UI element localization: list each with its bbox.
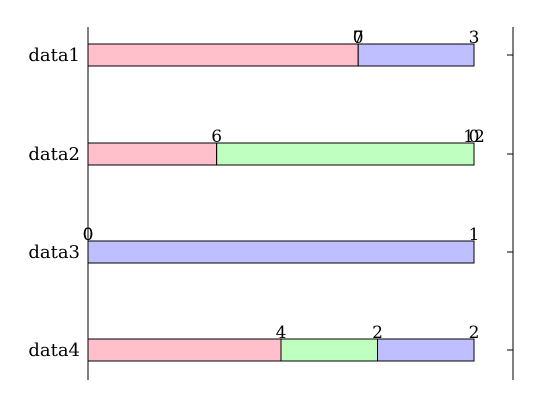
bar-data4-series2 (280, 338, 378, 362)
value-label-data4-series1: 4 (276, 323, 287, 343)
bar-data1-series3 (357, 43, 475, 67)
value-label-data2-series2: 12 (463, 127, 485, 147)
value-label-data3-series2: 0 (83, 225, 94, 245)
value-label-data2-series3: 0 (469, 127, 480, 147)
bar-data2-series2 (216, 142, 475, 166)
value-label-data4-series3: 2 (469, 323, 480, 343)
category-label-data2: data2 (28, 144, 80, 165)
category-label-data4: data4 (28, 340, 80, 361)
value-label-data3-series1: 0 (83, 225, 94, 245)
bar-data2-series1 (87, 142, 218, 166)
category-label-data1: data1 (28, 45, 80, 66)
value-label-data1-series2: 0 (353, 28, 364, 48)
value-label-data1-series3: 3 (469, 28, 480, 48)
value-label-data1-series1: 7 (353, 28, 364, 48)
category-label-data3: data3 (28, 242, 80, 263)
bar-data1-series1 (87, 43, 359, 67)
value-label-data2-series1: 6 (211, 127, 222, 147)
bars-group (87, 43, 513, 362)
bar-data4-series1 (87, 338, 282, 362)
value-label-data4-series2: 2 (372, 323, 383, 343)
value-label-data3-series3: 1 (469, 225, 480, 245)
bar-data4-series3 (377, 338, 475, 362)
bar-data3-series3 (87, 240, 475, 264)
